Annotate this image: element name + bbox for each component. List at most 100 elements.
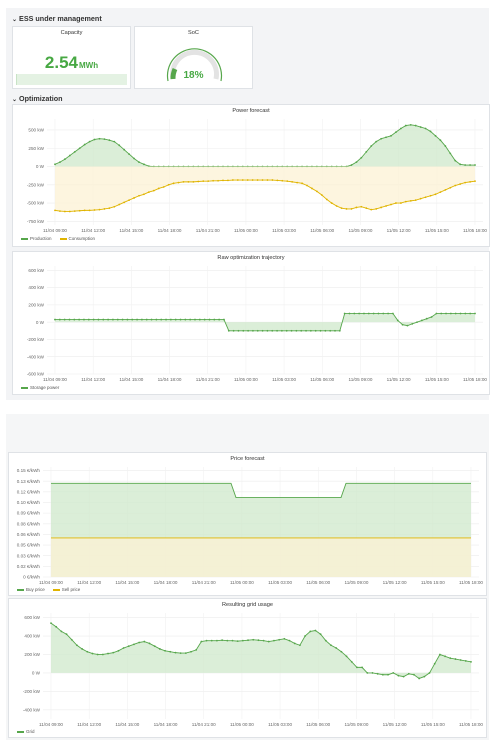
data-point: [406, 324, 409, 327]
data-point: [459, 312, 462, 315]
data-point: [223, 318, 225, 321]
data-point: [136, 318, 138, 321]
data-point: [425, 317, 428, 320]
series-line: [55, 313, 475, 332]
x-tick-label: 11/05 09:00: [348, 228, 372, 233]
data-point: [50, 622, 52, 625]
data-point: [122, 647, 125, 649]
data-point: [409, 199, 412, 202]
legend-production[interactable]: Production: [21, 236, 52, 241]
x-tick-label: 11/05 12:00: [383, 722, 407, 727]
x-tick-label: 11/04 21:00: [192, 722, 216, 727]
data-point: [138, 194, 140, 197]
capacity-panel: Capacity 2.54MWh: [12, 26, 131, 89]
y-tick-label: 600 kW: [24, 615, 40, 620]
data-point: [184, 652, 187, 654]
data-point: [167, 183, 170, 186]
data-point: [58, 318, 61, 321]
data-point: [395, 131, 397, 134]
data-point: [221, 639, 224, 642]
chevron-down-icon[interactable]: ⌄: [12, 17, 18, 23]
data-point: [424, 196, 427, 199]
data-point: [252, 638, 255, 641]
data-point: [107, 318, 110, 321]
data-point: [454, 658, 457, 660]
data-point: [335, 205, 338, 207]
data-point: [210, 639, 213, 642]
legend-buy-price[interactable]: Buy price: [17, 587, 45, 592]
legend-consumption[interactable]: Consumption: [59, 236, 95, 241]
data-point: [434, 193, 437, 196]
data-point: [198, 318, 201, 321]
data-point: [195, 648, 198, 651]
data-point: [411, 322, 414, 325]
x-tick-label: 11/05 09:00: [344, 722, 368, 727]
data-point: [246, 179, 249, 181]
data-point: [192, 180, 195, 183]
legend-grid[interactable]: Grid: [17, 729, 35, 734]
row-ess-title[interactable]: ⌄ ESS under management: [12, 14, 102, 23]
y-tick-label: 0.10 €/kWh: [17, 500, 41, 505]
data-point: [261, 329, 264, 332]
data-point: [428, 672, 431, 674]
soc-gauge-fill: [170, 67, 178, 80]
x-tick-label: 11/05 15:00: [425, 228, 449, 233]
data-point: [276, 179, 279, 182]
x-tick-label: 11/05 00:00: [234, 377, 258, 382]
data-point: [182, 180, 185, 183]
data-point: [205, 639, 208, 642]
x-tick-label: 11/05 15:00: [425, 377, 449, 382]
data-point: [338, 329, 341, 332]
y-tick-label: 0.02 €/kWh: [17, 564, 41, 569]
data-point: [330, 202, 333, 204]
x-tick-label: 11/05 03:00: [268, 580, 292, 585]
data-point: [83, 143, 86, 146]
data-point: [236, 179, 239, 181]
data-point: [59, 161, 61, 164]
data-point: [396, 319, 399, 322]
data-point: [315, 190, 318, 193]
y-tick-label: 0.03 €/kWh: [17, 553, 41, 558]
data-point: [438, 653, 441, 656]
data-point: [227, 329, 230, 332]
legend-storage-power[interactable]: Storage power: [21, 385, 59, 390]
legend-sell-price[interactable]: Sell price: [52, 587, 80, 592]
row-optimization-title[interactable]: ⌄ Optimization: [12, 94, 63, 103]
data-point: [291, 180, 294, 183]
x-tick-label: 11/05 03:00: [272, 228, 296, 233]
y-tick-label: 0 W: [32, 671, 41, 676]
price-forecast-chart: 0.15 €/kWh 0.13 €/kWh 0.12 €/kWh 0.10 €/kWh…: [17, 467, 483, 585]
data-point: [108, 139, 111, 142]
data-point: [361, 666, 364, 669]
data-point: [118, 203, 121, 206]
data-point: [464, 312, 467, 315]
dashboard-top-screenshot: ⌄ ESS under management Capacity 2.54MWh S…: [6, 8, 490, 400]
data-point: [172, 182, 175, 185]
power-forecast-chart: 500 kW 250 kW 0 W -250 kW -500 kW -750 kW 11/0…: [27, 119, 487, 233]
data-point: [300, 329, 303, 332]
data-point: [103, 138, 106, 141]
data-point: [157, 187, 160, 190]
capacity-value: 2.54MWh: [44, 53, 99, 72]
price-forecast-panel: Price forecast 0.15 €/kWh 0.13 €/kWh 0.12 …: [8, 452, 487, 596]
data-point: [414, 199, 417, 202]
x-tick-label: 11/05 09:00: [348, 377, 372, 382]
data-point: [112, 651, 115, 654]
data-point: [131, 318, 134, 321]
data-point: [375, 140, 378, 143]
data-point: [290, 329, 293, 332]
data-point: [444, 145, 447, 147]
data-point: [222, 179, 224, 182]
data-point: [319, 329, 322, 332]
data-point: [404, 200, 407, 203]
data-point: [397, 674, 400, 677]
data-point: [207, 180, 210, 183]
data-point: [242, 329, 245, 332]
x-tick-label: 11/04 09:00: [39, 722, 63, 727]
data-point: [439, 139, 442, 142]
data-point: [226, 639, 229, 642]
data-point: [454, 159, 457, 162]
y-tick-label: 200 kW: [24, 652, 40, 657]
data-point: [194, 318, 196, 321]
chevron-down-icon[interactable]: ⌄: [12, 97, 18, 103]
